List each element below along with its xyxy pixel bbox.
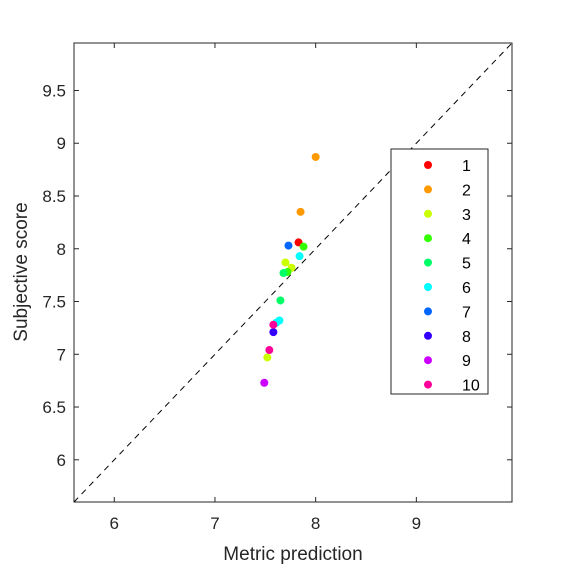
legend-marker-6 (424, 283, 432, 291)
y-tick-label: 7 (57, 345, 66, 364)
legend-marker-8 (424, 331, 432, 340)
data-points (260, 152, 320, 387)
legend: 1 2 3 4 5 6 7 8 9 10 (390, 148, 489, 395)
y-tick-label: 8 (57, 240, 66, 259)
legend-label-1: 1 (462, 158, 471, 175)
data-point-series-5 (279, 269, 288, 278)
legend-label-5: 5 (462, 256, 471, 273)
legend-label-7: 7 (462, 304, 471, 321)
legend-label-9: 9 (462, 353, 471, 370)
legend-marker-4 (424, 234, 432, 243)
data-point-series-4 (299, 242, 308, 251)
legend-label-6: 6 (462, 280, 471, 297)
x-tick-label: 8 (311, 514, 320, 533)
y-axis: 6 6.5 7 7.5 8 8.5 9 9.5 (42, 81, 512, 470)
legend-marker-9 (424, 356, 432, 365)
y-axis-label: Subjective score (11, 202, 32, 341)
legend-label-10: 10 (462, 378, 480, 395)
legend-label-8: 8 (462, 329, 471, 346)
x-tick-label: 9 (412, 514, 421, 533)
data-point-series-3 (281, 258, 290, 267)
data-point-series-6 (295, 252, 304, 261)
y-tick-label: 7.5 (42, 293, 66, 312)
data-point-series-7 (284, 241, 293, 250)
y-tick-label: 6 (57, 451, 66, 470)
data-point-series-9 (260, 378, 269, 387)
y-tick-label: 9 (57, 134, 66, 153)
identity-reference-line (73, 42, 513, 503)
data-point-series-3 (263, 353, 272, 362)
data-point-series-2 (311, 152, 320, 161)
legend-label-3: 3 (462, 207, 471, 224)
legend-marker-3 (424, 209, 432, 218)
data-point-series-5 (276, 296, 285, 305)
legend-marker-7 (424, 307, 432, 316)
legend-marker-1 (424, 161, 432, 169)
legend-box (390, 148, 489, 395)
y-tick-label: 8.5 (42, 187, 66, 206)
legend-marker-10 (424, 380, 432, 389)
legend-marker-2 (424, 185, 432, 194)
y-tick-label: 6.5 (42, 398, 66, 417)
data-point-series-10 (265, 346, 274, 355)
x-tick-label: 6 (110, 514, 119, 533)
legend-label-4: 4 (462, 231, 471, 248)
x-axis-label: Metric prediction (223, 544, 362, 565)
data-point-series-2 (296, 207, 305, 216)
data-point-series-8 (269, 328, 278, 337)
x-axis: 6 7 8 9 (110, 43, 421, 533)
legend-label-2: 2 (462, 182, 471, 199)
x-tick-label: 7 (210, 514, 219, 533)
y-tick-label: 9.5 (42, 81, 66, 100)
legend-marker-5 (424, 258, 432, 267)
data-point-series-10 (269, 320, 278, 329)
